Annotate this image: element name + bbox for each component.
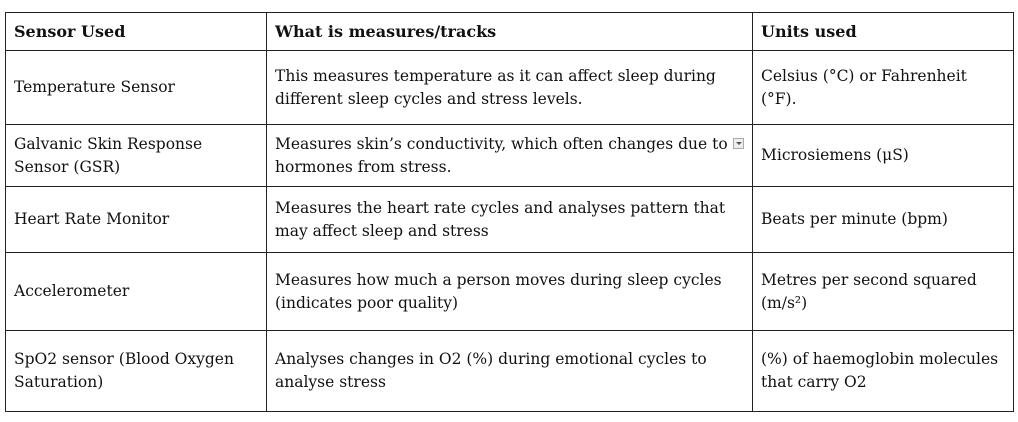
table-cell: Metres per second squared (m/s²) xyxy=(752,252,1014,331)
table-cell: Accelerometer xyxy=(5,252,267,331)
table-cell: (%) of haemoglobin molecules that carry … xyxy=(752,330,1014,412)
table-row: Temperature Sensor This measures temperat… xyxy=(5,50,1014,125)
table-cell: Measures how much a person moves during … xyxy=(266,252,753,331)
table-body: Temperature Sensor This measures temperat… xyxy=(5,50,1014,412)
header-cell: What is measures/tracks xyxy=(266,12,753,51)
dropdown-icon[interactable] xyxy=(733,138,744,149)
table-cell: This measures temperature as it can affe… xyxy=(266,50,753,125)
table-cell: Beats per minute (bpm) xyxy=(752,186,1014,253)
table-cell: Analyses changes in O2 (%) during emotio… xyxy=(266,330,753,412)
header-cell: Units used xyxy=(752,12,1014,51)
table-row: Accelerometer Measures how much a person … xyxy=(5,252,1014,331)
header-row: Sensor Used What is measures/tracks Unit… xyxy=(5,12,1014,51)
table-cell: Measures skin’s conductivity, which ofte… xyxy=(266,124,753,187)
header-cell: Sensor Used xyxy=(5,12,267,51)
table-row: Galvanic Skin Response Sensor (GSR) Measu… xyxy=(5,124,1014,187)
sensor-table: Sensor Used What is measures/tracks Unit… xyxy=(5,12,1014,412)
table-cell: Temperature Sensor xyxy=(5,50,267,125)
table-cell: Heart Rate Monitor xyxy=(5,186,267,253)
table-cell: Microsiemens (μS) xyxy=(752,124,1014,187)
table-row: Heart Rate Monitor Measures the heart rat… xyxy=(5,186,1014,253)
table-cell: Measures the heart rate cycles and analy… xyxy=(266,186,753,253)
table-cell: Galvanic Skin Response Sensor (GSR) xyxy=(5,124,267,187)
table-cell: SpO2 sensor (Blood Oxygen Saturation) xyxy=(5,330,267,412)
table-row: SpO2 sensor (Blood Oxygen Saturation) Ana… xyxy=(5,330,1014,412)
table-cell: Celsius (°C) or Fahrenheit (°F). xyxy=(752,50,1014,125)
